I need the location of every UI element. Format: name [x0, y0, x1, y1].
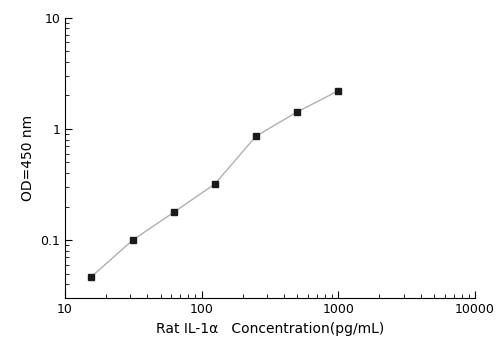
X-axis label: Rat IL-1α   Concentration(pg/mL): Rat IL-1α Concentration(pg/mL) — [156, 322, 384, 336]
Y-axis label: OD=450 nm: OD=450 nm — [20, 115, 34, 201]
